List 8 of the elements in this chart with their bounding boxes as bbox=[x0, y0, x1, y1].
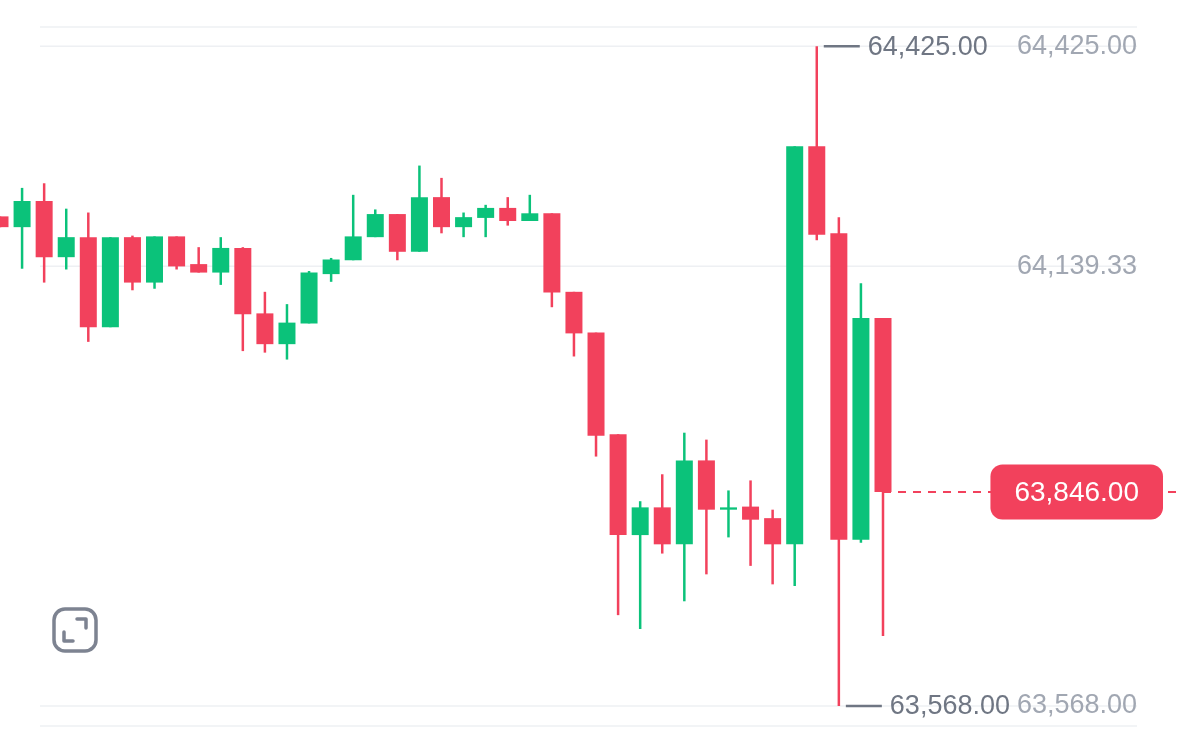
y-tick-label: 63,568.00 bbox=[1016, 689, 1137, 720]
annotation: 64,425.00 bbox=[867, 30, 988, 61]
annotation: 63,568.00 bbox=[889, 690, 1010, 721]
ref-line-label: 63,846.00 bbox=[1014, 475, 1140, 507]
candlestick bbox=[719, 490, 737, 538]
candlestick bbox=[742, 480, 760, 566]
y-tick-label: 64,139.33 bbox=[1016, 249, 1137, 280]
y-tick-label: 64,425.00 bbox=[1016, 29, 1137, 60]
